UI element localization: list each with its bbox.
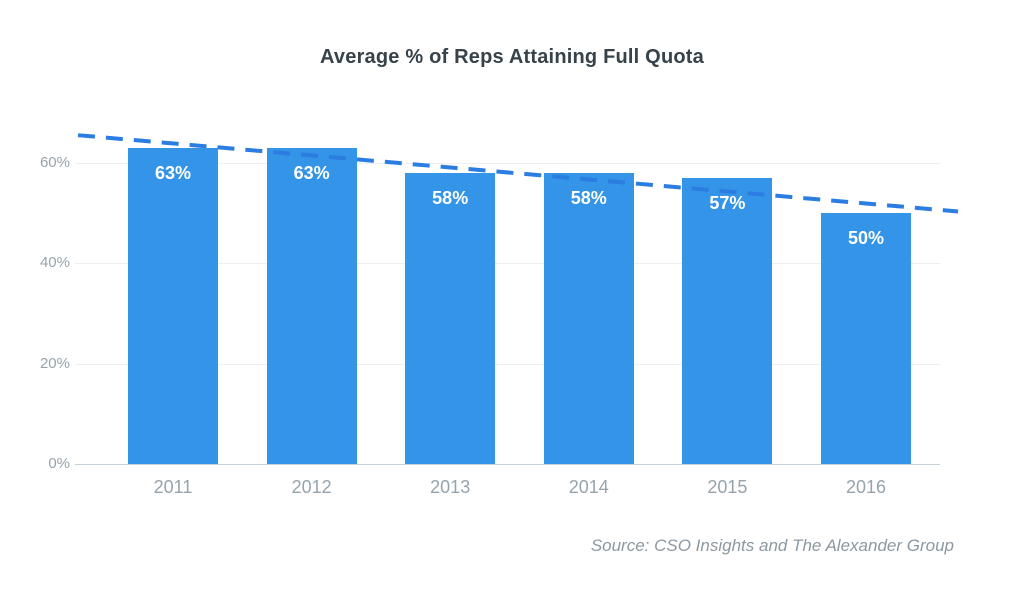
bar-2011: 63% <box>128 147 218 464</box>
x-tick-label: 2014 <box>568 477 609 497</box>
bar-2012: 63% <box>266 147 357 464</box>
bar-2015: 57% <box>682 177 773 464</box>
bar-2016: 50% <box>821 213 911 464</box>
chart-title: Average % of Reps Attaining Full Quota <box>320 46 704 68</box>
bar-value-label: 57% <box>709 192 746 213</box>
gridline <box>75 363 940 365</box>
y-tick-label: 60% <box>39 153 70 171</box>
bar-value-label: 63% <box>154 162 192 183</box>
gridline <box>75 263 940 265</box>
x-tick-label: 2011 <box>153 477 193 497</box>
bar-value-label: 50% <box>847 228 885 248</box>
bar-value-label: 58% <box>570 187 607 208</box>
gridline <box>75 464 940 465</box>
bar-2014: 58% <box>543 172 634 464</box>
x-tick-label: 2012 <box>291 477 332 497</box>
y-tick-label: 0% <box>48 455 70 472</box>
x-tick-label: 2015 <box>707 477 748 497</box>
bar-2013: 58% <box>405 172 496 464</box>
x-tick-label: 2013 <box>430 477 471 497</box>
y-tick-label: 20% <box>39 354 70 372</box>
x-tick-label: 2016 <box>845 477 887 497</box>
bar-value-label: 63% <box>293 162 330 183</box>
bar-value-label: 58% <box>432 187 469 208</box>
y-tick-label: 40% <box>39 254 70 272</box>
source-caption: Source: CSO Insights and The Alexander G… <box>590 536 954 555</box>
